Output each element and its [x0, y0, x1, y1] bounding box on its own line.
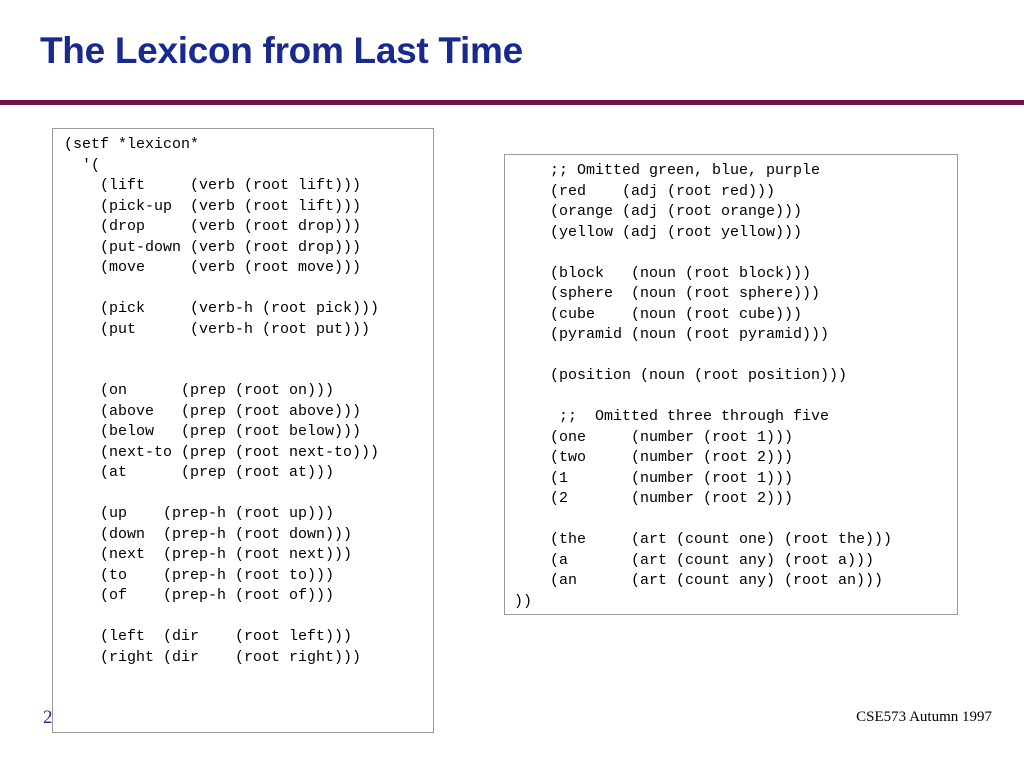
lexicon-code-left: (setf *lexicon* '( (lift (verb (root lif… — [64, 136, 380, 666]
lexicon-code-box-left: (setf *lexicon* '( (lift (verb (root lif… — [52, 128, 434, 733]
lexicon-code-right: ;; Omitted green, blue, purple (red (adj… — [514, 162, 893, 610]
slide-title: The Lexicon from Last Time — [40, 30, 523, 71]
footer-course-label: CSE573 Autumn 1997 — [856, 709, 992, 725]
title-divider — [0, 100, 1024, 105]
lexicon-code-box-right: ;; Omitted green, blue, purple (red (adj… — [504, 154, 958, 615]
page-number: 2 — [43, 707, 53, 728]
